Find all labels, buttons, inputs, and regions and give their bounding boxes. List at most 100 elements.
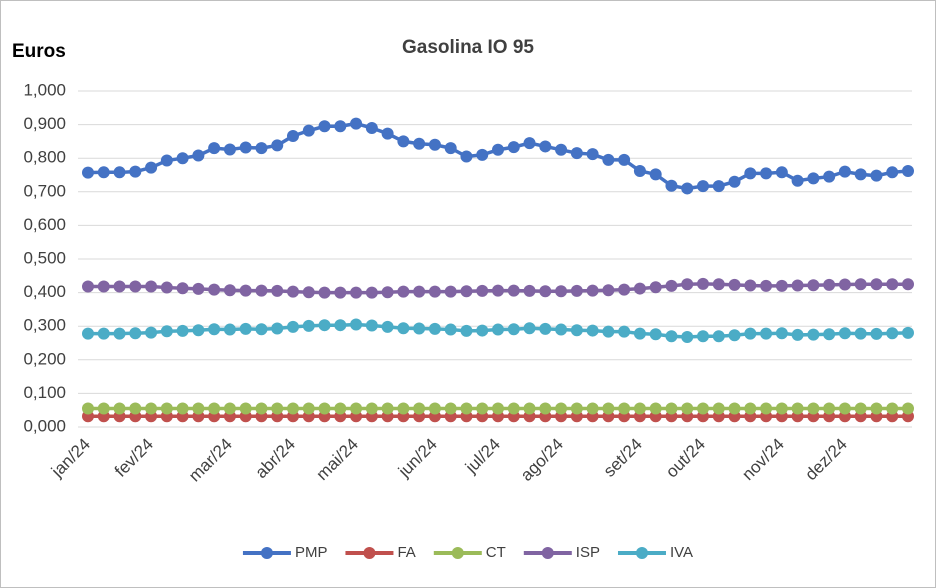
data-point bbox=[823, 278, 836, 291]
data-point bbox=[413, 322, 426, 335]
data-point bbox=[145, 161, 158, 174]
data-point bbox=[223, 402, 236, 415]
data-point bbox=[350, 286, 363, 299]
data-point bbox=[775, 166, 788, 179]
data-point bbox=[287, 130, 299, 143]
data-point bbox=[807, 402, 820, 415]
data-point bbox=[476, 402, 489, 415]
y-tick-label: 0,800 bbox=[23, 148, 66, 167]
data-point bbox=[633, 164, 646, 177]
data-point bbox=[350, 318, 363, 331]
data-point bbox=[886, 278, 899, 291]
data-point bbox=[618, 283, 631, 296]
data-point bbox=[239, 284, 252, 297]
data-point bbox=[507, 141, 520, 154]
data-point bbox=[728, 278, 741, 291]
data-point bbox=[507, 402, 520, 415]
data-point bbox=[555, 402, 568, 415]
data-point bbox=[870, 169, 883, 182]
data-point bbox=[854, 168, 867, 181]
data-point bbox=[902, 278, 914, 291]
data-point bbox=[97, 280, 110, 293]
data-point bbox=[760, 279, 773, 292]
data-point bbox=[791, 402, 804, 415]
data-point bbox=[823, 328, 836, 341]
data-point bbox=[823, 402, 836, 415]
data-point bbox=[397, 322, 410, 335]
data-point bbox=[492, 284, 504, 297]
data-point bbox=[444, 402, 457, 415]
data-point bbox=[697, 277, 709, 290]
data-point bbox=[255, 284, 268, 297]
data-point bbox=[176, 402, 189, 415]
data-point bbox=[492, 323, 504, 336]
y-tick-label: 0,700 bbox=[23, 181, 66, 200]
y-axis-label: Euros bbox=[12, 41, 66, 62]
data-point bbox=[428, 402, 441, 415]
data-point bbox=[255, 142, 268, 155]
data-point bbox=[223, 284, 236, 297]
data-point bbox=[381, 320, 394, 333]
data-point bbox=[807, 172, 820, 185]
data-point bbox=[697, 402, 709, 415]
data-point bbox=[129, 327, 142, 340]
data-point bbox=[287, 285, 299, 298]
data-point bbox=[113, 280, 126, 293]
data-point bbox=[775, 402, 788, 415]
data-point bbox=[82, 402, 94, 415]
data-point bbox=[113, 327, 126, 340]
data-point bbox=[886, 166, 899, 179]
legend-label: PMP bbox=[295, 544, 328, 561]
y-tick-label: 0,200 bbox=[23, 349, 66, 368]
data-point bbox=[145, 326, 158, 339]
y-tick-label: 0,300 bbox=[23, 316, 66, 335]
data-point bbox=[649, 328, 662, 341]
data-point bbox=[287, 320, 299, 333]
data-point bbox=[681, 330, 694, 343]
data-point bbox=[176, 152, 189, 165]
data-point bbox=[902, 326, 914, 339]
data-point bbox=[365, 121, 378, 134]
data-point bbox=[618, 402, 631, 415]
data-point bbox=[271, 402, 284, 415]
data-point bbox=[302, 124, 315, 137]
data-point bbox=[633, 402, 646, 415]
data-point bbox=[728, 175, 741, 188]
data-point bbox=[413, 137, 426, 150]
data-point bbox=[854, 402, 867, 415]
data-point bbox=[712, 278, 725, 291]
data-point bbox=[460, 285, 473, 298]
data-point bbox=[318, 319, 331, 332]
data-point bbox=[523, 402, 536, 415]
data-point bbox=[381, 402, 394, 415]
data-point bbox=[145, 402, 158, 415]
y-tick-label: 0,600 bbox=[23, 215, 66, 234]
data-point bbox=[334, 402, 347, 415]
data-point bbox=[255, 323, 268, 336]
data-point bbox=[886, 402, 899, 415]
data-point bbox=[712, 330, 725, 343]
data-point bbox=[302, 319, 315, 332]
data-point bbox=[129, 280, 142, 293]
data-point bbox=[586, 284, 599, 297]
data-point bbox=[476, 284, 489, 297]
data-point bbox=[902, 164, 914, 177]
data-point bbox=[507, 284, 520, 297]
data-point bbox=[665, 279, 678, 292]
data-point bbox=[444, 142, 457, 155]
data-point bbox=[775, 279, 788, 292]
data-point bbox=[318, 402, 331, 415]
data-point bbox=[492, 402, 504, 415]
data-point bbox=[223, 143, 236, 156]
data-point bbox=[334, 120, 347, 133]
data-point bbox=[350, 117, 363, 130]
data-point bbox=[665, 402, 678, 415]
data-point bbox=[523, 322, 536, 335]
data-point bbox=[744, 402, 757, 415]
data-point bbox=[271, 322, 284, 335]
data-point bbox=[428, 285, 441, 298]
data-point bbox=[870, 327, 883, 340]
data-point bbox=[302, 286, 315, 299]
data-point bbox=[397, 135, 410, 148]
data-point bbox=[539, 322, 552, 335]
